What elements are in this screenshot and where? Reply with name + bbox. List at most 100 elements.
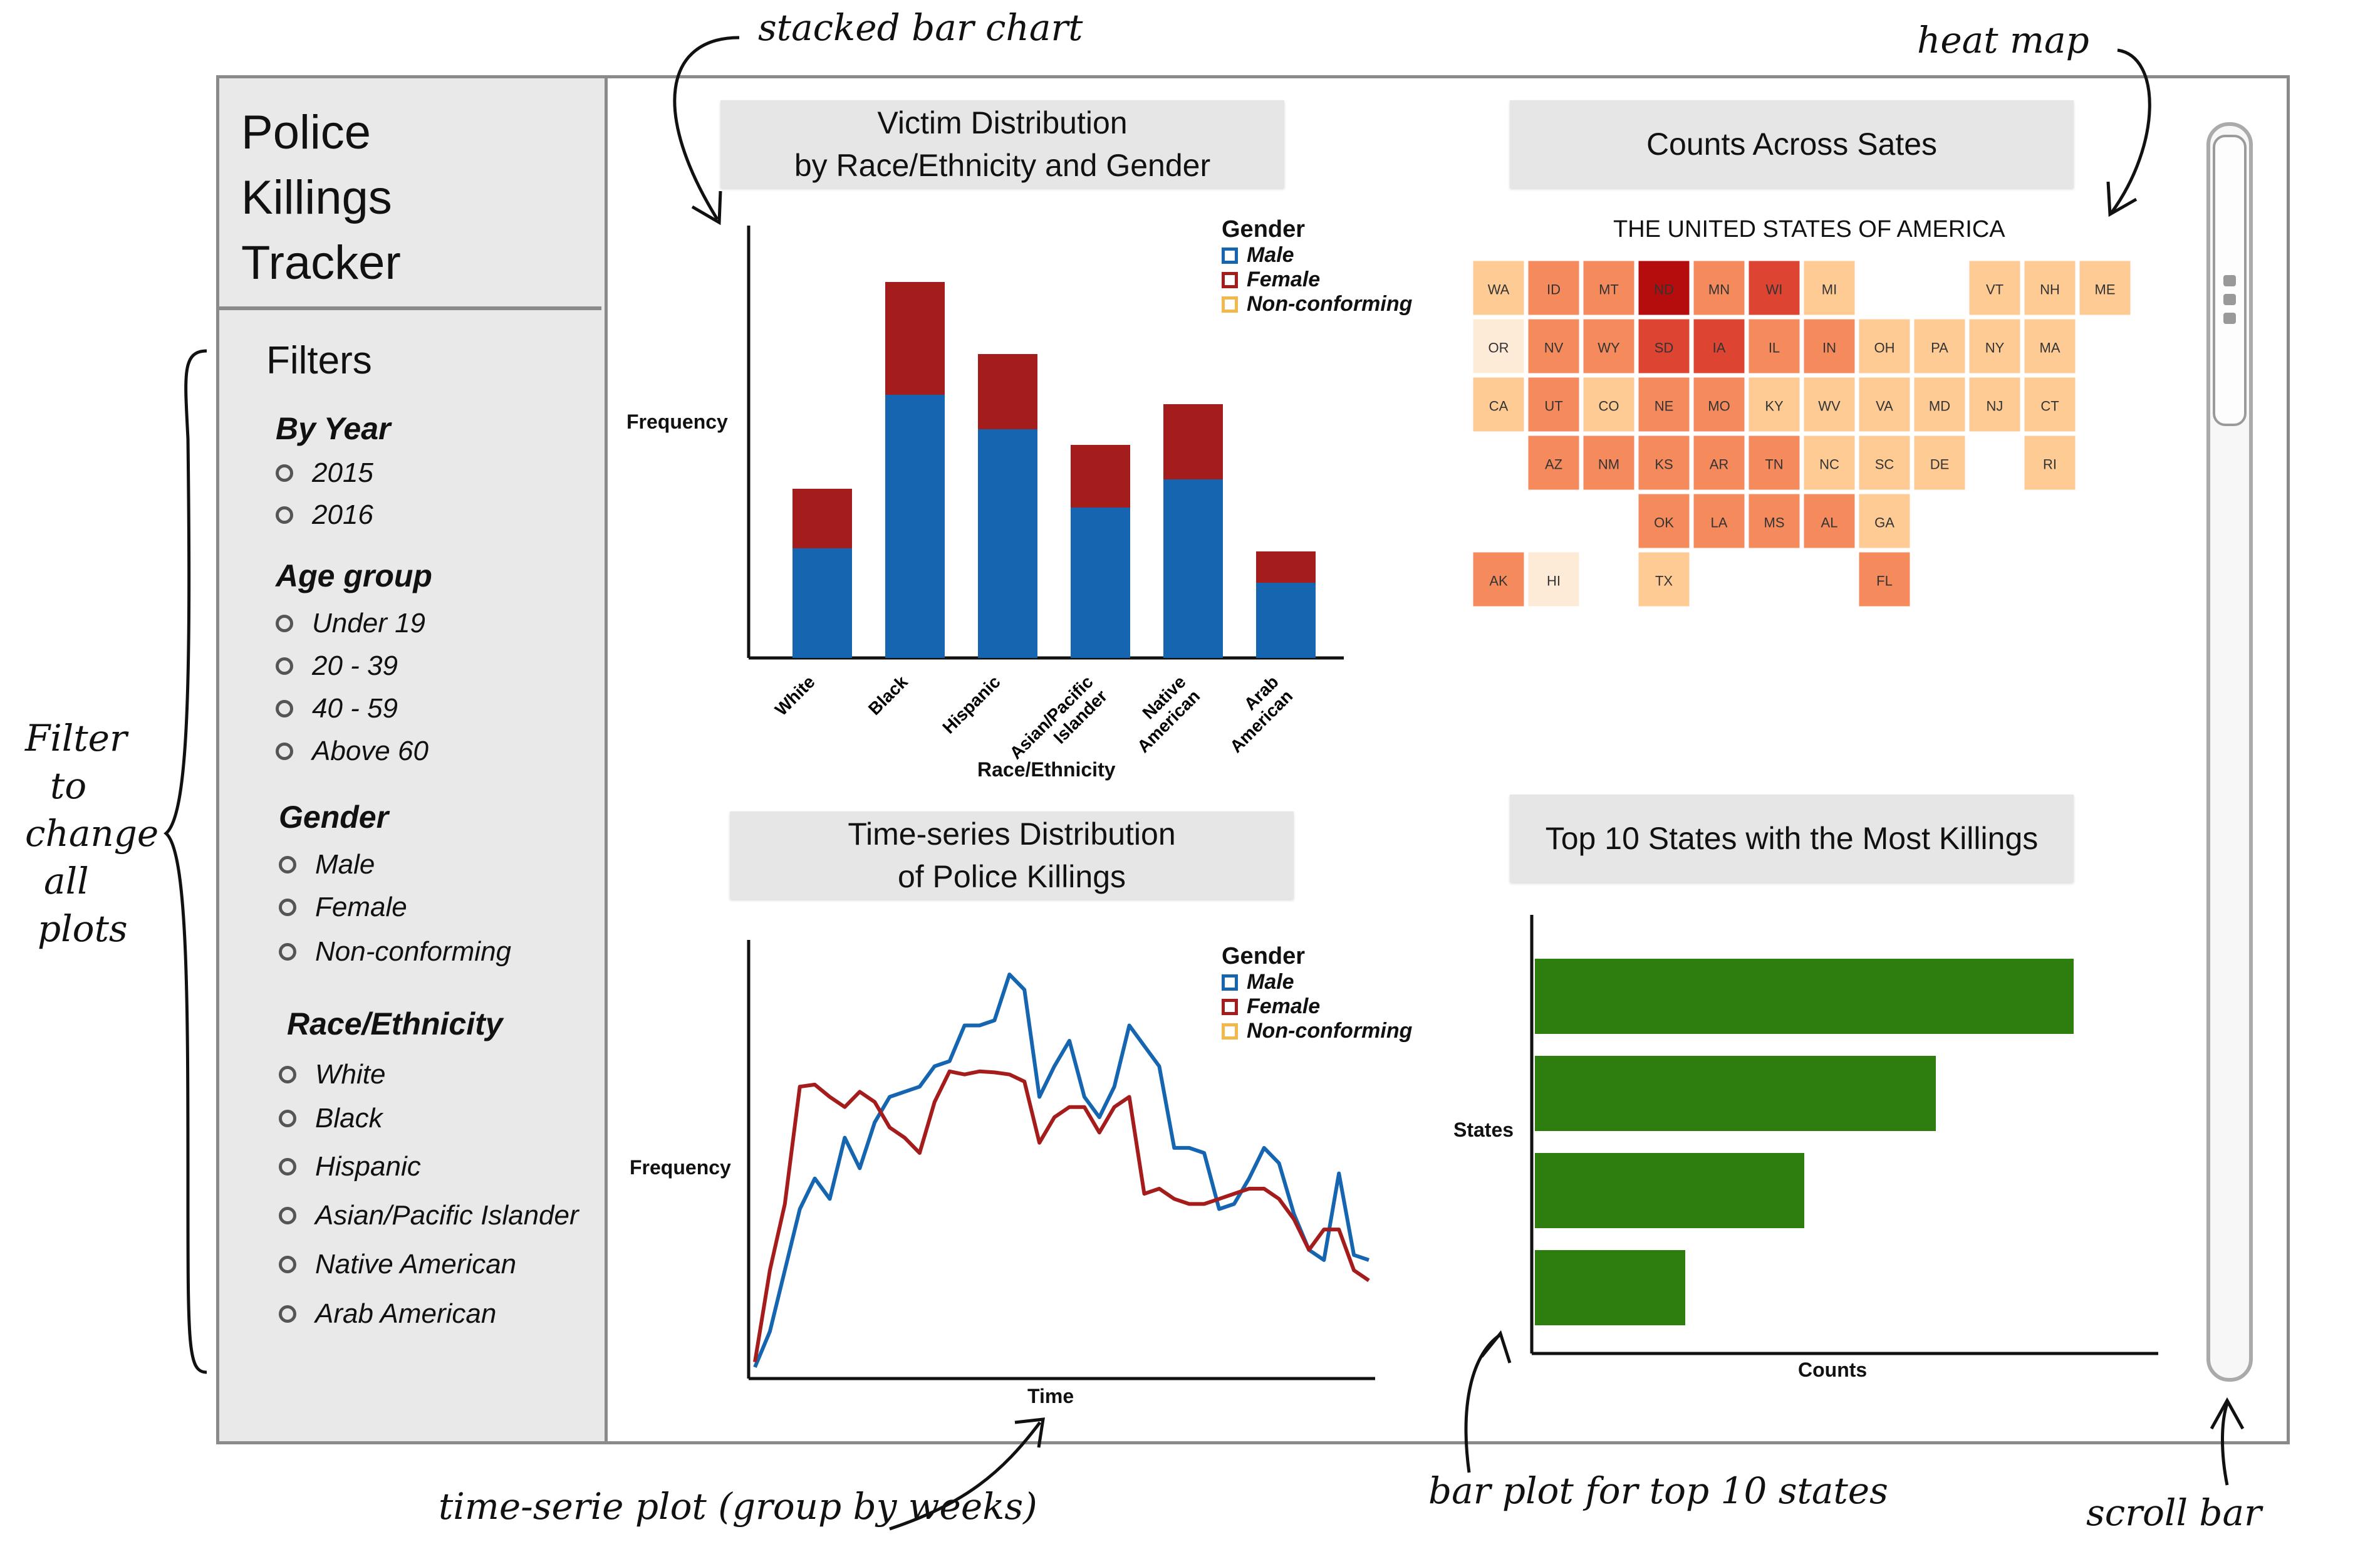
filter-option-female[interactable]: Female	[279, 892, 407, 923]
grip-icon	[2223, 275, 2236, 286]
filter-option-white[interactable]: White	[279, 1059, 385, 1090]
state-label: PA	[1931, 340, 1948, 356]
state-label: KY	[1765, 399, 1784, 414]
bar-male-0	[792, 548, 852, 658]
state-label: AZ	[1545, 457, 1562, 472]
bar-male-4	[1163, 479, 1223, 658]
timeseries-chart-title: Time-series Distribution of Police Killin…	[730, 811, 1294, 899]
state-label: KS	[1655, 457, 1673, 472]
filter-option-40-59[interactable]: 40 - 59	[276, 693, 398, 724]
radio-icon[interactable]	[276, 506, 293, 524]
radio-icon[interactable]	[279, 1110, 296, 1127]
state-label: CO	[1599, 399, 1619, 414]
scrollbar-thumb[interactable]	[2213, 135, 2247, 426]
arrow-scroll	[2221, 1403, 2229, 1486]
map-heading: THE UNITED STATES OF AMERICA	[1613, 216, 2005, 242]
state-label: ME	[2095, 282, 2116, 298]
grip-icon	[2223, 294, 2236, 305]
state-label: MI	[1822, 282, 1837, 298]
state-label: ND	[1654, 282, 1674, 298]
state-label: NM	[1598, 457, 1619, 472]
radio-icon[interactable]	[279, 1305, 296, 1323]
arrowhead-timeseries	[1014, 1417, 1045, 1448]
state-mi	[1802, 259, 1857, 317]
radio-icon[interactable]	[276, 657, 293, 675]
legend-item-female: Female	[1222, 994, 1412, 1019]
bar-female-0	[792, 489, 852, 548]
radio-icon[interactable]	[279, 856, 296, 873]
filter-option-asian-pacific-islander[interactable]: Asian/Pacific Islander	[279, 1200, 579, 1231]
timeseries-ylabel: Frequency	[630, 1156, 731, 1179]
annotation-scroll: scroll bar	[2086, 1491, 2262, 1534]
state-fl	[1857, 550, 1912, 608]
state-label: NE	[1655, 399, 1674, 414]
victim-xlabel: Race/Ethnicity	[977, 758, 1116, 781]
radio-icon[interactable]	[276, 464, 293, 482]
legend-item-non-conforming: Non-conforming	[1222, 1019, 1412, 1043]
state-sc	[1857, 434, 1912, 492]
state-ut	[1526, 375, 1581, 434]
hbar-0	[1535, 959, 2074, 1034]
hbar-1	[1535, 1056, 1936, 1131]
top10-chart-title: Top 10 States with the Most Killings	[1510, 795, 2074, 882]
filter-group-year-label: By Year	[276, 411, 391, 446]
filter-option-20-39[interactable]: 20 - 39	[276, 650, 398, 682]
state-ma	[2022, 317, 2077, 375]
filter-option-2016[interactable]: 2016	[276, 499, 373, 531]
state-label: SD	[1655, 340, 1674, 356]
state-nh	[2022, 259, 2077, 317]
timeseries-xlabel: Time	[1027, 1385, 1074, 1407]
state-ny	[1967, 317, 2022, 375]
state-va	[1857, 375, 1912, 434]
state-in	[1802, 317, 1857, 375]
legend-swatch	[1222, 296, 1238, 313]
radio-icon[interactable]	[279, 1207, 296, 1224]
filter-option-under-19[interactable]: Under 19	[276, 608, 425, 639]
timeseries-legend: Gender Male Female Non-conforming	[1222, 943, 1412, 1043]
filter-option-native-american[interactable]: Native American	[279, 1249, 516, 1280]
state-pa	[1912, 317, 1967, 375]
radio-icon[interactable]	[279, 943, 296, 961]
state-ne	[1636, 375, 1691, 434]
radio-icon[interactable]	[279, 1256, 296, 1273]
state-label: MO	[1708, 399, 1730, 414]
filter-option-above-60[interactable]: Above 60	[276, 736, 429, 767]
filter-option-male[interactable]: Male	[279, 849, 375, 880]
radio-icon[interactable]	[276, 700, 293, 717]
annotation-stacked: stacked bar chart	[758, 6, 1083, 49]
arrow-heat	[2109, 48, 2151, 214]
filter-option-non-conforming[interactable]: Non-conforming	[279, 936, 511, 967]
radio-icon[interactable]	[276, 743, 293, 760]
filter-option-black[interactable]: Black	[279, 1103, 383, 1134]
filter-option-2015[interactable]: 2015	[276, 457, 373, 489]
filters-heading: Filters	[266, 339, 372, 382]
filter-option-hispanic[interactable]: Hispanic	[279, 1151, 421, 1182]
filter-option-arab-american[interactable]: Arab American	[279, 1298, 496, 1330]
radio-icon[interactable]	[279, 1158, 296, 1176]
radio-icon[interactable]	[276, 615, 293, 632]
bar-female-2	[978, 354, 1037, 429]
state-hi	[1526, 550, 1581, 608]
state-nd	[1636, 259, 1691, 317]
bar-male-5	[1256, 583, 1316, 658]
state-label: MA	[2040, 340, 2060, 356]
state-label: NJ	[1987, 399, 2003, 414]
annotation-barplot: bar plot for top 10 states	[1428, 1469, 1888, 1512]
state-label: RI	[2043, 457, 2057, 472]
series-line-male	[753, 973, 1369, 1369]
state-al	[1802, 492, 1857, 550]
arrowhead-stacked	[691, 190, 722, 226]
bar-male-1	[885, 395, 945, 658]
radio-icon[interactable]	[279, 1066, 296, 1083]
state-label: NC	[1819, 457, 1839, 472]
radio-icon[interactable]	[279, 899, 296, 916]
state-ks	[1636, 434, 1691, 492]
legend-item-non-conforming: Non-conforming	[1222, 292, 1412, 316]
state-mn	[1691, 259, 1747, 317]
app-title: Police Killings Tracker	[241, 106, 401, 289]
state-label: IA	[1713, 340, 1726, 356]
annotation-heat: heat map	[1917, 19, 2089, 61]
state-ak	[1471, 550, 1526, 608]
filter-group-race-label: Race/Ethnicity	[287, 1006, 503, 1041]
